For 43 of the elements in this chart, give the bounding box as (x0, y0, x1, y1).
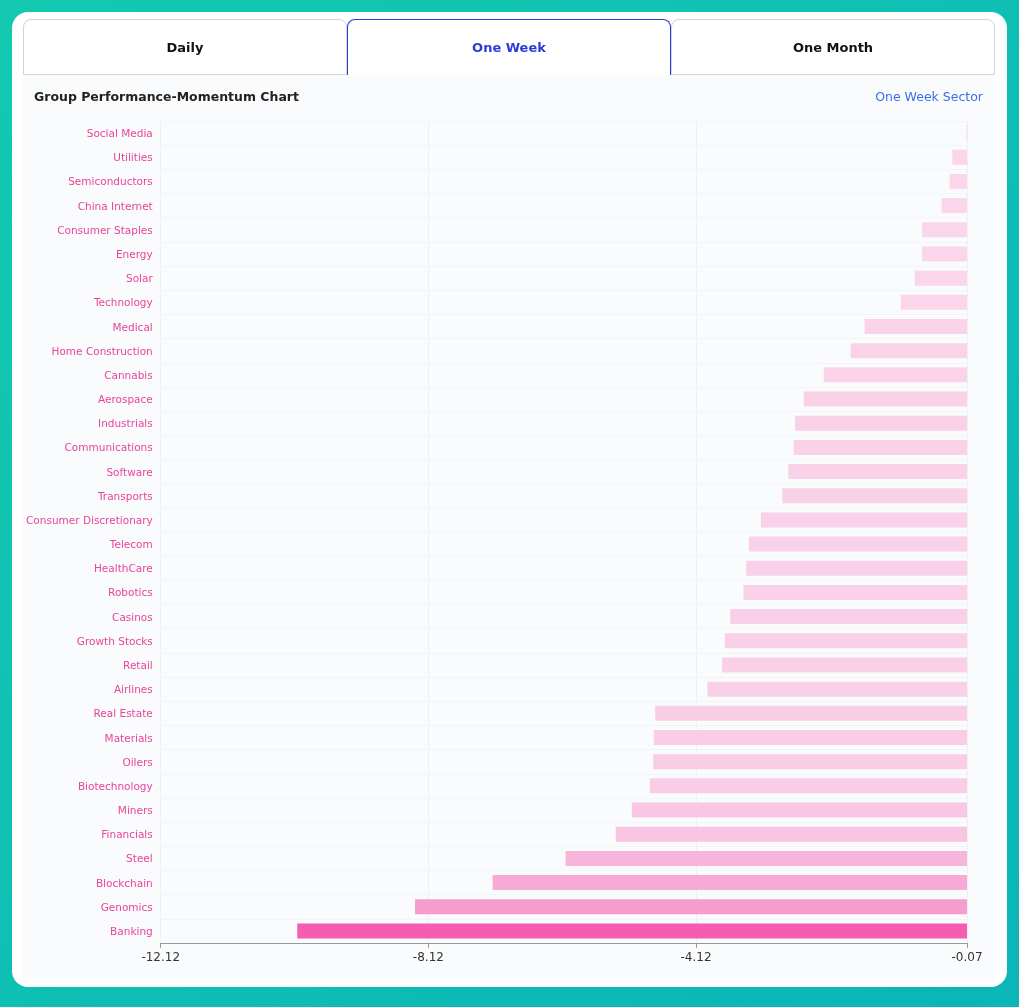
text: One Week (347, 19, 671, 75)
y-tick-label: Social Media (86, 127, 153, 140)
y-tick-label: Communications (64, 441, 153, 454)
y-tick-label: HealthCare (93, 562, 153, 575)
y-tick-label: Telecom (108, 538, 153, 551)
y-tick-label: Utilities (113, 151, 153, 164)
y-tick-label: Airlines (113, 683, 153, 696)
chart-title: Group Performance-Momentum Chart (34, 89, 299, 104)
y-tick-label: Robotics (108, 586, 153, 599)
y-tick-label: Materials (104, 731, 153, 744)
y-tick-label: Growth Stocks (76, 634, 153, 647)
x-tick-label: -4.12 (680, 950, 712, 964)
y-tick-label: Steel (126, 852, 153, 865)
text: One Month (671, 19, 995, 75)
y-tick-label: Transports (97, 489, 153, 502)
y-tick-label: Software (106, 465, 153, 478)
y-tick-label: Biotechnology (77, 779, 153, 792)
x-tick-label: -12.12 (141, 950, 181, 964)
y-tick-label: Genomics (100, 900, 153, 913)
y-tick-label: Casinos (112, 610, 153, 623)
y-tick-label: Home Construction (51, 344, 153, 357)
y-tick-label: Technology (92, 296, 153, 309)
y-tick-label: Blockchain (95, 876, 153, 889)
chart-subtitle: One Week Sector (875, 89, 983, 104)
y-tick-label: Industrials (98, 417, 153, 430)
y-tick-label: Medical (112, 320, 153, 333)
x-tick-label: -8.12 (412, 950, 444, 964)
y-tick-label: Banking (110, 924, 153, 937)
y-tick-label: Miners (117, 804, 153, 817)
y-tick-label: Energy (115, 247, 153, 260)
y-tick-label: Aerospace (97, 393, 153, 406)
y-tick-label: Retail (123, 658, 153, 671)
x-tick-label: -0.07 (951, 950, 983, 964)
y-tick-label: Financials (101, 828, 153, 841)
y-tick-label: Solar (125, 272, 154, 285)
y-tick-label: Real Estate (93, 707, 153, 720)
y-tick-label: Cannabis (104, 368, 153, 381)
y-tick-label: Semiconductors (68, 175, 153, 188)
y-tick-label: Oilers (122, 755, 153, 768)
y-tick-label: Consumer Discretionary (26, 513, 153, 526)
y-tick-label: China Internet (77, 199, 153, 212)
text: Daily (23, 19, 347, 75)
y-tick-label: Consumer Staples (57, 223, 153, 236)
